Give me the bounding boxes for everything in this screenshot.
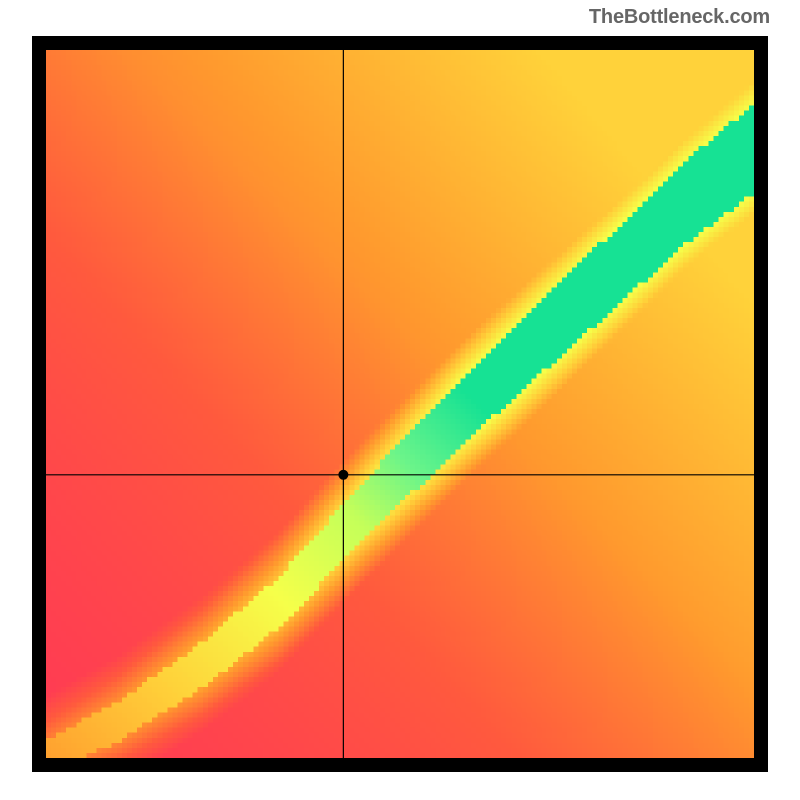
frame-left xyxy=(32,36,46,772)
watermark-label: TheBottleneck.com xyxy=(589,6,770,29)
frame-bottom xyxy=(32,758,768,772)
heatmap-cells xyxy=(46,50,755,759)
frame-top xyxy=(32,36,768,50)
frame-right xyxy=(754,36,768,772)
figure-root: TheBottleneck.com xyxy=(0,0,800,800)
marker-dot xyxy=(338,470,348,480)
heatmap-canvas xyxy=(0,0,800,800)
